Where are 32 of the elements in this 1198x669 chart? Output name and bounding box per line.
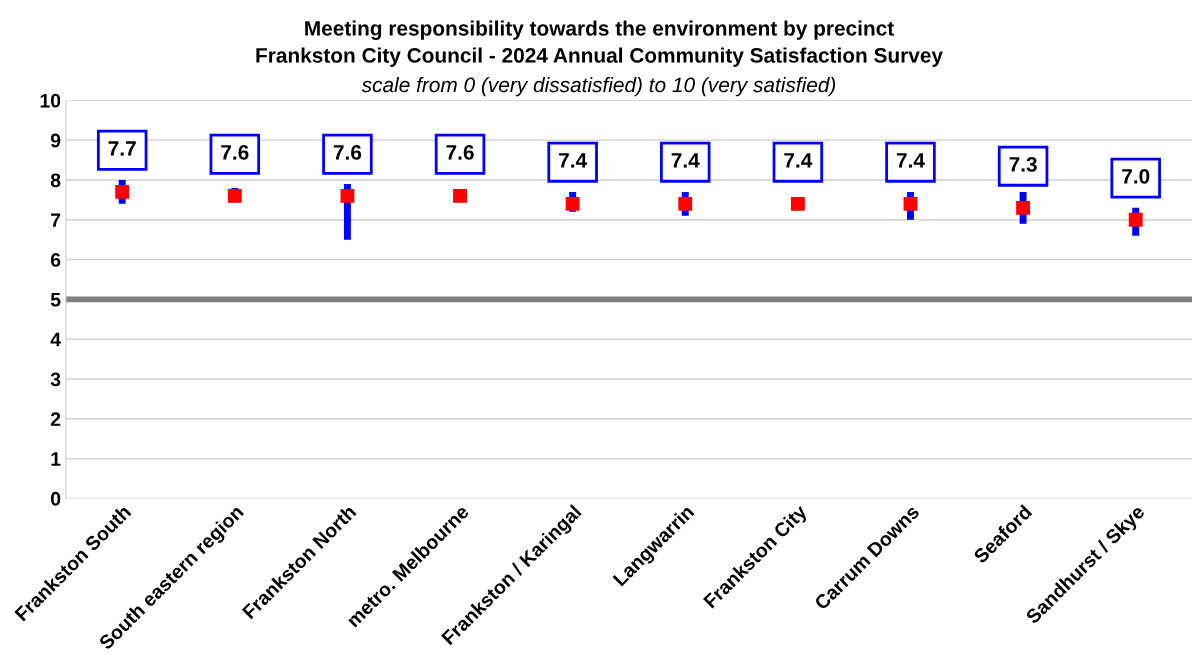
- data-label: 7.4: [671, 153, 700, 168]
- y-tick-label: 2: [50, 412, 61, 426]
- y-tick-label: 5: [50, 293, 61, 307]
- data-label: 7.3: [1009, 157, 1037, 172]
- y-tick-label: 7: [51, 213, 61, 227]
- data-label: 7.6: [221, 145, 249, 160]
- data-label: 7.0: [1122, 168, 1150, 184]
- y-tick-label: 10: [40, 93, 61, 108]
- point: [565, 196, 580, 211]
- point: [1128, 212, 1143, 227]
- y-tick-label: 3: [50, 372, 61, 387]
- data-label: 7.4: [896, 153, 925, 168]
- point: [678, 196, 693, 211]
- point: [227, 188, 242, 203]
- data-label: 7.4: [559, 153, 588, 168]
- data-label: 7.4: [784, 153, 813, 168]
- y-tick-label: 6: [50, 253, 61, 267]
- chart-subtitle: scale from 0 (very dissatisfied) to 10 (very satisfied): [361, 76, 836, 97]
- point: [790, 196, 805, 211]
- point: [340, 188, 355, 203]
- point: [1016, 200, 1031, 215]
- point: [903, 196, 918, 211]
- y-tick-label: 8: [50, 173, 61, 188]
- data-label: 7.7: [108, 141, 136, 156]
- point: [115, 184, 130, 199]
- y-tick-label: 9: [50, 133, 61, 148]
- y-tick-label: 1: [51, 452, 61, 466]
- y-tick-label: 4: [50, 332, 61, 347]
- point: [453, 188, 467, 203]
- data-label: 7.6: [333, 145, 362, 160]
- data-label: 7.6: [446, 145, 474, 160]
- y-tick-label: 0: [50, 491, 61, 506]
